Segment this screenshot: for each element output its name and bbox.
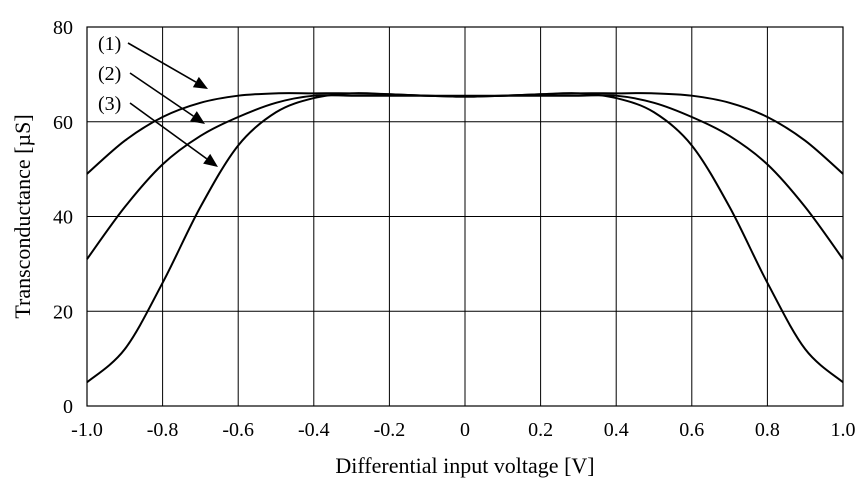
y-axis-title: Transconductance [µS] [10, 114, 35, 318]
series-pointer-line-2 [129, 72, 194, 117]
y-tick-label: 60 [53, 112, 73, 134]
series-pointer-line-3 [129, 102, 208, 160]
y-tick-label: 40 [53, 207, 73, 229]
y-tick-label: 80 [53, 17, 73, 39]
series-arrow-head-2 [190, 111, 205, 124]
x-tick-label: -0.4 [298, 419, 330, 441]
x-tick-label: 1.0 [831, 419, 856, 441]
plot-frame [86, 26, 844, 407]
curves [86, 92, 844, 384]
series-arrow-head-3 [203, 153, 218, 167]
tick-labels: -1.0 -0.8 -0.6 -0.4 -0.2 0 0.2 0.4 0.6 0.8 1.0 0 20 4… [53, 17, 856, 441]
y-tick-label: 0 [63, 396, 73, 418]
curve-labels: (1) (2) (3) [98, 33, 218, 167]
series-label-3: (3) [98, 93, 121, 115]
y-tick-label: 20 [53, 301, 73, 323]
series-line-3 [86, 92, 844, 384]
x-tick-label: -0.8 [147, 419, 179, 441]
x-tick-label: 0 [460, 419, 470, 441]
x-axis-title: Differential input voltage [V] [335, 453, 594, 478]
x-tick-label: -0.6 [222, 419, 254, 441]
x-tick-label: 0.4 [604, 419, 629, 441]
x-tick-label: 0.8 [755, 419, 780, 441]
series-arrow-head-1 [192, 76, 208, 89]
x-tick-label: -1.0 [71, 419, 103, 441]
x-tick-label: -0.2 [374, 419, 406, 441]
x-tick-label: 0.2 [528, 419, 553, 441]
series-label-1: (1) [98, 33, 121, 55]
x-tick-label: 0.6 [679, 419, 704, 441]
series-pointer-line-1 [127, 42, 197, 83]
series-label-2: (2) [98, 63, 121, 85]
